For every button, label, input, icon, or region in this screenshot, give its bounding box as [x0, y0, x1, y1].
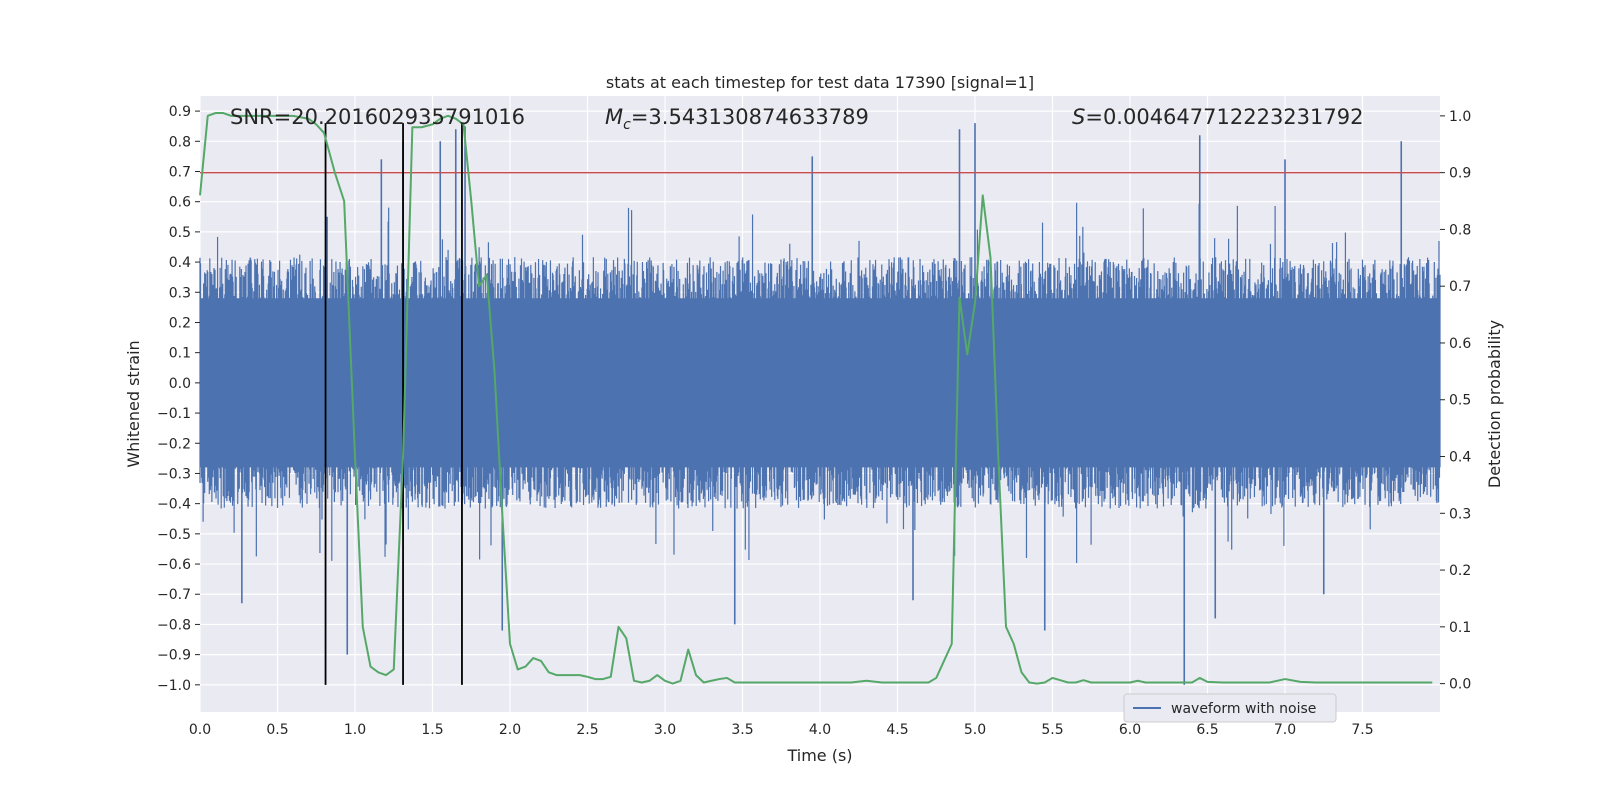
waveform-noise-trace	[199, 202, 1441, 563]
x-tick-label: 7.5	[1351, 722, 1373, 738]
y-left-tick-label: −0.2	[157, 436, 191, 452]
x-axis-label: Time (s)	[786, 746, 852, 765]
x-tick-label: 5.5	[1041, 722, 1063, 738]
y-left-tick-label: 0.5	[169, 225, 191, 241]
x-tick-labels: 0.0 0.5 1.0 1.5 2.0 2.5 3.0 3.5 4.0 4.5 5.0 5.5 6.0 6…	[189, 722, 1374, 738]
y-right-tick-label: 0.8	[1449, 222, 1471, 238]
x-tick-label: 0.0	[189, 722, 211, 738]
y-left-tick-label: 0.6	[169, 195, 191, 211]
y-right-tick-label: 0.6	[1449, 336, 1471, 352]
s-value: =0.004647712223231792	[1085, 105, 1363, 129]
y-left-tick-label: 0.0	[169, 376, 191, 392]
y-left-tick-label: −0.3	[157, 466, 191, 482]
legend: waveform with noise	[1123, 693, 1337, 723]
detection-probability-line	[199, 112, 1433, 685]
y-left-axis-label: Whitened strain	[124, 340, 143, 467]
x-tick-label: 6.0	[1119, 722, 1141, 738]
y-left-tick-label: −0.7	[157, 587, 191, 603]
s-annotation: S=0.004647712223231792	[1072, 105, 1363, 129]
x-tick-label: 2.5	[576, 722, 598, 738]
y-left-tick-label: −0.5	[157, 527, 191, 543]
y-right-tick-label: 1.0	[1449, 109, 1471, 125]
mc-value: =3.543130874633789	[631, 105, 869, 129]
x-tick-label: 3.5	[731, 722, 753, 738]
y-right-tick-label: 0.5	[1449, 393, 1471, 409]
y-left-tick-label: 0.8	[169, 134, 191, 150]
y-right-tick-label: 0.4	[1449, 450, 1471, 466]
y-left-tick-labels: 0.9 0.8 0.7 0.6 0.5 0.4 0.3 0.2 0.1 0.0 −0.1 −0.2 −0…	[157, 104, 200, 694]
y-left-tick-label: 0.3	[169, 285, 191, 301]
x-tick-label: 7.0	[1274, 722, 1296, 738]
s-symbol: S	[1072, 105, 1085, 129]
snr-annotation: SNR=20.201602935791016	[230, 105, 525, 129]
x-tick-label: 3.0	[654, 722, 676, 738]
chirp-mass-annotation: Mc=3.543130874633789	[605, 105, 869, 133]
y-left-tick-label: −0.1	[157, 406, 191, 422]
x-tick-label: 1.0	[344, 722, 366, 738]
y-left-tick-label: −0.6	[157, 557, 191, 573]
x-tick-label: 1.5	[421, 722, 443, 738]
waveform-series	[199, 123, 1441, 685]
legend-label: waveform with noise	[1171, 701, 1316, 717]
y-right-tick-label: 0.7	[1449, 279, 1471, 295]
x-tick-label: 2.0	[499, 722, 521, 738]
y-right-tick-label: 0.3	[1449, 506, 1471, 522]
y-right-axis-label: Detection probability	[1485, 320, 1504, 488]
legend-box	[1123, 693, 1337, 723]
y-left-tick-label: 0.2	[169, 315, 191, 331]
y-left-tick-label: 0.4	[169, 255, 191, 271]
y-right-tick-label: 0.9	[1449, 166, 1471, 182]
x-tick-label: 6.5	[1196, 722, 1218, 738]
y-left-tick-label: −1.0	[157, 678, 191, 694]
y-right-tick-label: 0.1	[1449, 620, 1471, 636]
y-left-tick-label: −0.8	[157, 617, 191, 633]
mc-subscript: c	[623, 117, 631, 133]
event-vlines	[324, 123, 463, 685]
x-tick-label: 4.5	[886, 722, 908, 738]
y-left-tick-label: −0.4	[157, 497, 191, 513]
y-left-tick-label: 0.7	[169, 164, 191, 180]
x-tick-label: 4.0	[809, 722, 831, 738]
y-right-tick-label: 0.0	[1449, 677, 1471, 693]
y-right-tick-label: 0.2	[1449, 563, 1471, 579]
y-left-tick-label: 0.1	[169, 346, 191, 362]
y-right-tick-labels: 1.0 0.9 0.8 0.7 0.6 0.5 0.4 0.3 0.2 0.1 0.0	[1440, 109, 1471, 693]
y-left-tick-label: −0.9	[157, 648, 191, 664]
x-tick-label: 0.5	[266, 722, 288, 738]
mc-symbol: M	[605, 105, 623, 129]
x-tick-label: 5.0	[964, 722, 986, 738]
chart-title: stats at each timestep for test data 173…	[606, 73, 1034, 92]
y-left-tick-label: 0.9	[169, 104, 191, 120]
